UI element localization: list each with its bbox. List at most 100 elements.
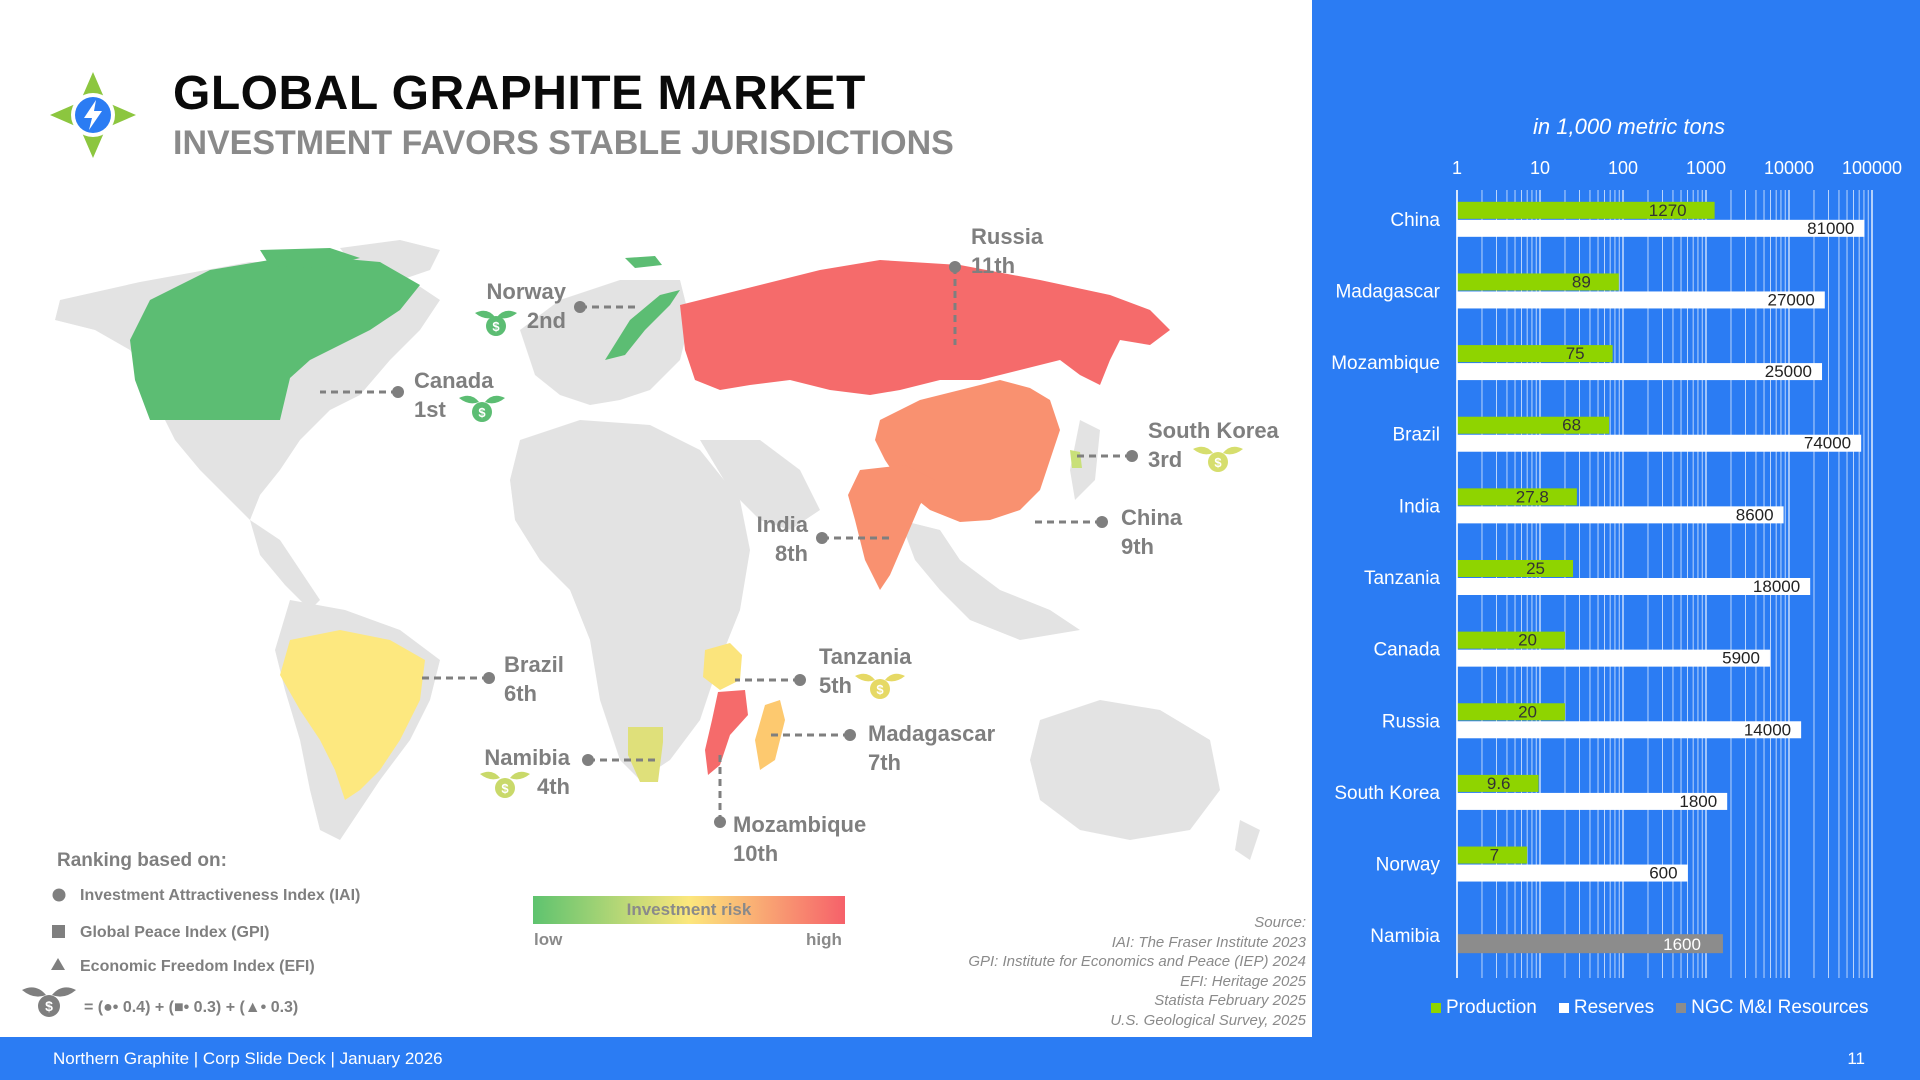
reserves-bar bbox=[1457, 864, 1688, 882]
production-bar bbox=[1457, 560, 1574, 577]
category-label: India bbox=[1399, 496, 1441, 517]
risk-high-label: high bbox=[806, 930, 842, 949]
reserves-value-label: 600 bbox=[1649, 864, 1677, 883]
reserves-bar bbox=[1457, 219, 1865, 237]
reserves-value-label: 74000 bbox=[1804, 434, 1851, 453]
label-canada: Canada 1st bbox=[414, 368, 494, 422]
production-value-label: 27.8 bbox=[1516, 487, 1549, 506]
label-mozambique: Mozambique 10th bbox=[733, 812, 867, 866]
production-value-label: 25 bbox=[1526, 559, 1545, 578]
canada-islands bbox=[260, 248, 360, 268]
source-notes: Source: IAI: The Fraser Institute 2023 G… bbox=[968, 913, 1306, 1030]
svg-text:$: $ bbox=[1214, 455, 1222, 470]
legend-swatch bbox=[1558, 1003, 1569, 1013]
x-tick-label: 10 bbox=[1530, 158, 1550, 178]
reserves-bar bbox=[1457, 649, 1770, 667]
reserves-value-label: 8600 bbox=[1736, 505, 1774, 524]
source-line: GPI: Institute for Economics and Peace (… bbox=[968, 953, 1306, 970]
source-line: Source: bbox=[1254, 914, 1306, 931]
category-label: Madagascar bbox=[1335, 281, 1440, 302]
russia-shape bbox=[680, 260, 1170, 395]
ranking-item-efi: Economic Freedom Index (EFI) bbox=[80, 958, 315, 975]
production-value-label: 9.6 bbox=[1487, 774, 1511, 793]
label-tanzania: Tanzania 5th bbox=[819, 644, 912, 698]
production-bar bbox=[1457, 273, 1619, 291]
ngc-value-label: 1600 bbox=[1663, 935, 1701, 954]
svg-text:$: $ bbox=[45, 998, 53, 1014]
production-value-label: 75 bbox=[1566, 344, 1585, 363]
norway-shape bbox=[605, 290, 680, 360]
label-brazil: Brazil 6th bbox=[504, 652, 564, 706]
x-tick-label: 1 bbox=[1452, 158, 1462, 178]
production-bar bbox=[1457, 345, 1613, 363]
label-china: China 9th bbox=[1121, 505, 1183, 559]
production-value-label: 20 bbox=[1518, 631, 1537, 650]
label-madagascar: Madagascar 7th bbox=[868, 721, 996, 775]
page-subtitle: INVESTMENT FAVORS STABLE JURISDICTIONS bbox=[173, 124, 954, 162]
madagascar-shape bbox=[755, 700, 785, 770]
label-norway: Norway 2nd bbox=[486, 279, 566, 333]
reserves-bar bbox=[1457, 578, 1811, 595]
category-label: Norway bbox=[1376, 855, 1441, 876]
chart-unit-label: in 1,000 metric tons bbox=[1533, 114, 1725, 139]
production-value-label: 1270 bbox=[1649, 201, 1687, 220]
category-label: China bbox=[1390, 210, 1440, 231]
brazil-shape bbox=[280, 630, 425, 800]
source-line: EFI: Heritage 2025 bbox=[1180, 972, 1306, 990]
page-number: 11 bbox=[1847, 1049, 1865, 1068]
chart-legend: Production Reserves NGC M&I Resources bbox=[1431, 997, 1868, 1019]
production-value-label: 89 bbox=[1572, 272, 1591, 291]
legend-swatch bbox=[1676, 1003, 1687, 1013]
source-line: IAI: The Fraser Institute 2023 bbox=[1111, 933, 1306, 951]
label-south-korea: South Korea 3rd bbox=[1148, 418, 1279, 472]
money-wings-icon: $ bbox=[22, 987, 76, 1017]
category-label: South Korea bbox=[1334, 783, 1440, 804]
svg-text:$: $ bbox=[492, 319, 500, 334]
label-russia: Russia 11th bbox=[971, 224, 1044, 278]
reserves-value-label: 25000 bbox=[1765, 362, 1812, 381]
circle-icon bbox=[52, 888, 66, 902]
production-bar bbox=[1457, 846, 1528, 864]
production-value-label: 68 bbox=[1562, 416, 1581, 435]
money-wings-icon: $ bbox=[475, 310, 517, 336]
india-shape bbox=[848, 465, 935, 590]
graphite-bar-chart: 1 10 100 1000 10000 100000 China 1270 81000 Madag… bbox=[1331, 158, 1902, 978]
reserves-bar bbox=[1457, 363, 1823, 381]
risk-gradient-bar: Investment risk bbox=[533, 896, 845, 924]
triangle-icon bbox=[51, 958, 65, 970]
money-wings-icon: $ bbox=[459, 395, 505, 422]
production-bar bbox=[1457, 201, 1715, 219]
production-value-label: 20 bbox=[1518, 702, 1537, 721]
category-label: Mozambique bbox=[1331, 353, 1440, 374]
production-bar bbox=[1457, 774, 1539, 792]
x-tick-label: 100000 bbox=[1842, 158, 1902, 178]
legend-production: Production bbox=[1431, 997, 1537, 1019]
category-label: Tanzania bbox=[1364, 568, 1440, 589]
legend-swatch bbox=[1431, 1003, 1441, 1013]
ranking-title: Ranking based on: bbox=[57, 850, 227, 871]
category-label: Russia bbox=[1382, 711, 1441, 732]
footer-bar: Northern Graphite | Corp Slide Deck | Ja… bbox=[0, 1037, 1920, 1080]
footer-text: Northern Graphite | Corp Slide Deck | Ja… bbox=[53, 1049, 443, 1068]
label-namibia: Namibia 4th bbox=[484, 745, 570, 799]
square-icon bbox=[52, 925, 65, 938]
reserves-value-label: 14000 bbox=[1744, 720, 1791, 739]
canada-shape bbox=[130, 255, 420, 420]
reserves-bar bbox=[1457, 506, 1784, 524]
production-bar bbox=[1457, 416, 1610, 434]
map-connector-dots bbox=[392, 261, 1138, 828]
x-tick-label: 100 bbox=[1608, 158, 1638, 178]
reserves-value-label: 5900 bbox=[1722, 649, 1760, 668]
ranking-formula: = (●• 0.4) + (■• 0.3) + (▲• 0.3) bbox=[84, 999, 299, 1016]
namibia-shape bbox=[628, 727, 663, 782]
reserves-bar bbox=[1457, 291, 1825, 309]
legend-ngc-resources: NGC M&I Resources bbox=[1676, 997, 1868, 1019]
risk-low-label: low bbox=[534, 930, 563, 949]
source-line: Statista February 2025 bbox=[1154, 992, 1306, 1009]
reserves-bar bbox=[1457, 721, 1802, 739]
money-wings-icon: $ bbox=[855, 673, 905, 699]
ranking-item-iai: Investment Attractiveness Index (IAI) bbox=[80, 887, 361, 904]
page-title: GLOBAL GRAPHITE MARKET bbox=[173, 67, 866, 120]
reserves-bar bbox=[1457, 792, 1728, 810]
production-bar bbox=[1457, 631, 1565, 649]
